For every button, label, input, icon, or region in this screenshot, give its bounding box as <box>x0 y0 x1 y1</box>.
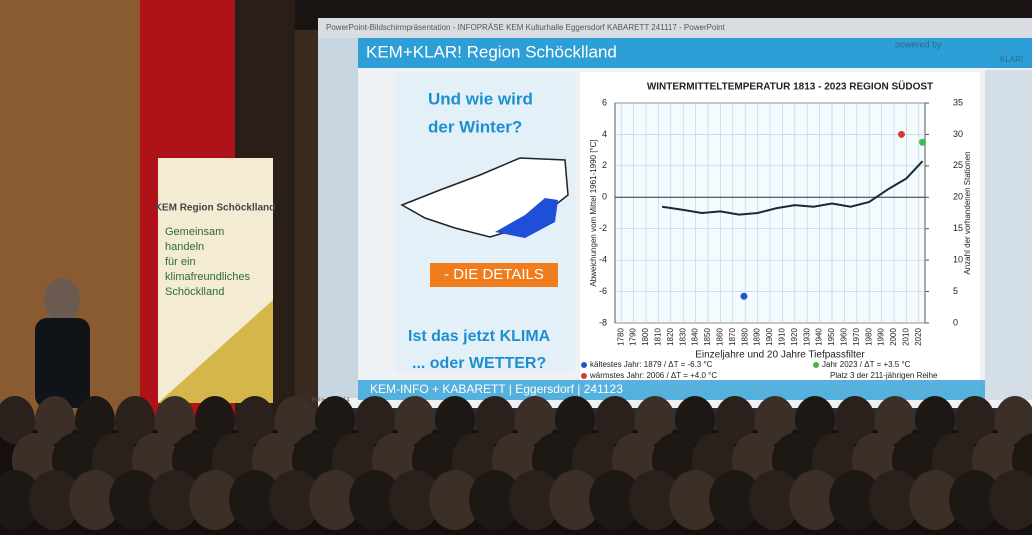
x-tick-label: 1990 <box>877 328 886 346</box>
window-title: PowerPoint-Bildschirmpräsentation - INFO… <box>326 23 726 32</box>
banner-line: klimafreundliches <box>165 271 250 283</box>
legend-label: kältestes Jahr: 1879 / ΔT = -6.3 °C <box>590 360 713 369</box>
x-axis-label: Einzeljahre und 20 Jahre Tiefpassfilter <box>695 350 865 361</box>
x-tick-label: 2000 <box>889 328 898 346</box>
highlight-point <box>919 139 926 146</box>
question2-line: ... oder WETTER? <box>412 355 546 372</box>
y2-tick-label: 20 <box>953 192 963 202</box>
question2-line: Ist das jetzt KLIMA <box>408 328 551 345</box>
y-tick-label: 2 <box>602 160 607 170</box>
x-tick-label: 2010 <box>902 328 911 346</box>
details-label: - DIE DETAILS <box>444 266 544 283</box>
speaker-body <box>35 318 90 408</box>
chart-title: WINTERMITTELTEMPERATUR 1813 - 2023 REGIO… <box>647 80 933 93</box>
legend-dot <box>581 373 587 379</box>
y2-tick-label: 25 <box>953 160 963 170</box>
snow-photo-right <box>985 70 1032 400</box>
snow-photo-left <box>318 38 358 398</box>
powered-by: powered by <box>895 39 942 49</box>
x-tick-label: 1950 <box>827 328 836 346</box>
slide-footer: KEM-INFO + KABARETT | Eggersdorf | 24112… <box>370 382 623 396</box>
x-tick-label: 2020 <box>914 328 923 346</box>
legend-label: wärmstes Jahr: 2006 / ΔT = +4.0 °C <box>589 371 717 380</box>
y-tick-label: 0 <box>602 192 607 202</box>
y-tick-label: -8 <box>599 317 607 327</box>
question-line: Und wie wird <box>428 89 533 108</box>
x-tick-label: 1920 <box>790 328 799 346</box>
x-tick-label: 1940 <box>815 328 824 346</box>
x-tick-label: 1790 <box>629 328 638 346</box>
y-axis-label: Abweichungen vom Mittel 1961-1990 [°C] <box>589 139 598 286</box>
y2-tick-label: 5 <box>953 286 958 296</box>
legend-dot <box>813 362 819 368</box>
x-tick-label: 1880 <box>740 328 749 346</box>
x-tick-label: 1800 <box>641 328 650 346</box>
slide-header: KEM+KLAR! Region Schöcklland <box>366 42 617 61</box>
x-tick-label: 1780 <box>616 328 625 346</box>
y-tick-label: -2 <box>599 223 607 233</box>
x-tick-label: 1830 <box>678 328 687 346</box>
x-tick-label: 1960 <box>840 328 849 346</box>
y2-axis-label: Anzahl der vorhandenen Stationen <box>963 151 972 274</box>
banner-line: für ein <box>165 256 196 268</box>
banner-title: KEM Region Schöcklland <box>155 203 276 214</box>
x-tick-label: 1810 <box>654 328 663 346</box>
y2-tick-label: 0 <box>953 317 958 327</box>
y2-tick-label: 35 <box>953 97 963 107</box>
y-tick-label: -4 <box>599 255 607 265</box>
y2-tick-label: 15 <box>953 223 963 233</box>
legend-label: Jahr 2023 / ΔT = +3.5 °C <box>822 360 911 369</box>
chart-note: Platz 3 der 211-jährigen Reihe <box>830 371 938 380</box>
y-tick-label: 4 <box>602 129 607 139</box>
speaker-head <box>44 278 80 322</box>
question-line: der Winter? <box>428 117 522 136</box>
banner-line: handeln <box>165 241 204 253</box>
klar-logo: KLAR! <box>1000 55 1023 64</box>
x-tick-label: 1890 <box>753 328 762 346</box>
y-tick-label: 6 <box>602 97 607 107</box>
y-tick-label: -6 <box>599 286 607 296</box>
y2-tick-label: 30 <box>953 129 963 139</box>
x-tick-label: 1900 <box>765 328 774 346</box>
x-tick-label: 1860 <box>716 328 725 346</box>
x-tick-label: 1820 <box>666 328 675 346</box>
x-tick-label: 1930 <box>802 328 811 346</box>
highlight-point <box>740 293 747 300</box>
legend-dot <box>581 362 587 368</box>
scene: KEM Region Schöcklland Gemeinsam handeln f… <box>0 0 1032 535</box>
x-tick-label: 1970 <box>852 328 861 346</box>
y2-tick-label: 10 <box>953 255 963 265</box>
banner-line: Gemeinsam <box>165 226 224 238</box>
x-tick-label: 1910 <box>778 328 787 346</box>
highlight-point <box>898 131 905 138</box>
x-tick-label: 1850 <box>703 328 712 346</box>
banner-line: Schöcklland <box>165 286 224 298</box>
x-tick-label: 1870 <box>728 328 737 346</box>
x-tick-label: 1980 <box>864 328 873 346</box>
x-tick-label: 1840 <box>691 328 700 346</box>
